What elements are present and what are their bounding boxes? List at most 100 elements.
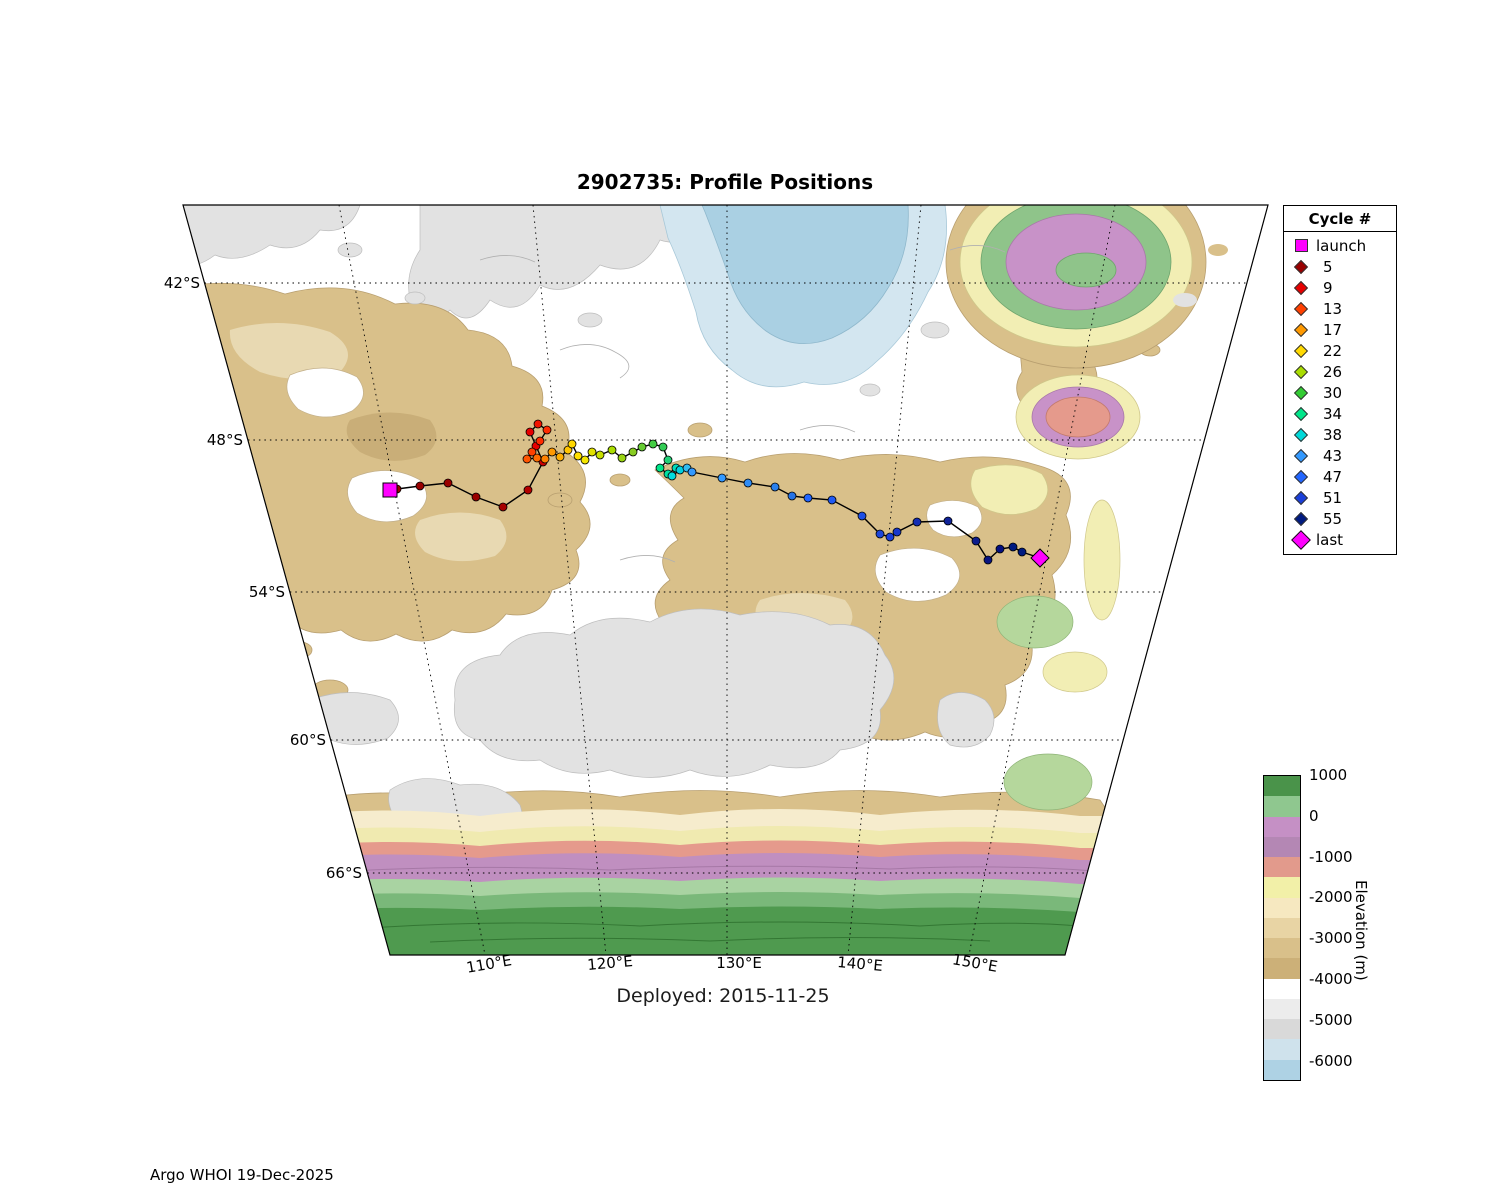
legend-label: 47 [1323, 467, 1343, 486]
map-border [182, 204, 1269, 956]
legend-marker-55 [1293, 511, 1309, 526]
profile-marker [522, 454, 532, 464]
legend-label: launch [1316, 236, 1367, 255]
legend-label: 55 [1323, 509, 1343, 528]
lat-label-54s: 54°S [248, 583, 285, 601]
legend-label: 9 [1323, 278, 1333, 297]
legend-label: 13 [1323, 299, 1343, 318]
legend-row-30: 30 [1284, 382, 1396, 403]
legend-label: last [1316, 530, 1344, 549]
colorbar-tick: -3000 [1309, 929, 1353, 948]
legend-row-38: 38 [1284, 424, 1396, 445]
profile-marker [523, 485, 533, 495]
cycle-legend: Cycle # launch 5 9 13 17 22 26 30 34 38 43 47 51 55 la… [1283, 205, 1397, 555]
legend-marker-26 [1293, 364, 1309, 379]
legend-label: 5 [1323, 257, 1333, 276]
profile-marker [637, 442, 647, 452]
profile-marker [1017, 547, 1027, 557]
trajectory-points [382, 419, 1050, 568]
profile-marker [803, 493, 813, 503]
attribution: Argo WHOI 19-Dec-2025 [150, 1166, 334, 1184]
legend-row-13: 13 [1284, 298, 1396, 319]
colorbar-segment [1264, 776, 1300, 797]
antarctica-bands [280, 809, 1130, 955]
profile-marker [912, 517, 922, 527]
profile-marker [885, 532, 895, 542]
legend-label: 51 [1323, 488, 1343, 507]
profile-marker [743, 478, 753, 488]
colorbar-tick: -1000 [1309, 847, 1353, 866]
lat-label-60s: 60°S [289, 731, 326, 749]
launch-marker [382, 482, 398, 498]
colorbar-tick: 1000 [1309, 766, 1348, 784]
legend-marker-17 [1293, 322, 1309, 337]
float-trajectory [382, 419, 1050, 568]
profile-marker [580, 455, 590, 465]
legend-row-5: 5 [1284, 256, 1396, 277]
profile-marker [527, 447, 537, 457]
legend-marker-22 [1293, 343, 1309, 358]
colorbar-axis-label: Elevation (m) [1352, 879, 1370, 981]
deployment-date: Deployed: 2015-11-25 [616, 985, 830, 1007]
legend-row-55: 55 [1284, 508, 1396, 529]
profile-marker [663, 455, 673, 465]
colorbar-segment [1264, 1019, 1300, 1040]
lat-label-66s: 66°S [325, 864, 362, 882]
profile-marker [875, 529, 885, 539]
seamount-rings [1015, 374, 1141, 460]
colorbar-segment [1264, 836, 1300, 858]
legend-row-51: 51 [1284, 487, 1396, 508]
profile-marker [995, 544, 1005, 554]
profile-marker [717, 473, 727, 483]
colorbar-tick: -6000 [1309, 1051, 1353, 1070]
colorbar-segment [1264, 917, 1300, 939]
blue-trench [659, 205, 947, 388]
colorbar-tick: -2000 [1309, 888, 1353, 907]
profile-marker [687, 467, 697, 477]
legend-label: 17 [1323, 320, 1343, 339]
contour-squiggles [479, 245, 1006, 563]
page-title: 2902735: Profile Positions [576, 170, 874, 194]
colorbar-segment [1264, 1039, 1300, 1060]
profile-marker [892, 527, 902, 537]
legend-row-17: 17 [1284, 319, 1396, 340]
colorbar-segment [1264, 1059, 1300, 1080]
colorbar-tick-labels: 1000 0 -1000 -2000 -3000 -4000 -5000 -6000 [1309, 766, 1399, 1081]
profile-marker [542, 425, 552, 435]
legend-marker-last [1291, 529, 1311, 550]
profile-marker [443, 478, 453, 488]
profile-marker [857, 511, 867, 521]
colorbar-tick: 0 [1309, 806, 1319, 825]
colorbar-segment [1264, 796, 1300, 817]
legend-label: 38 [1323, 425, 1343, 444]
colorbar-segment [1264, 998, 1300, 1020]
tasmania-rings [945, 205, 1228, 369]
profile-marker [547, 447, 557, 457]
colorbar-tick: -5000 [1309, 1010, 1353, 1029]
profile-marker [667, 471, 677, 481]
legend-row-43: 43 [1284, 445, 1396, 466]
last-marker [1030, 548, 1050, 568]
profile-marker [1008, 542, 1018, 552]
lon-label-130e: 130°E [716, 954, 762, 972]
colorbar-segment [1264, 877, 1300, 898]
legend-marker-34 [1293, 406, 1309, 421]
legend-marker-47 [1293, 469, 1309, 484]
colorbar-segment [1264, 897, 1300, 918]
profile-marker [983, 555, 993, 565]
legend-row-launch: launch [1284, 235, 1396, 256]
profile-marker [533, 419, 543, 429]
legend-row-47: 47 [1284, 466, 1396, 487]
legend-marker-38 [1293, 427, 1309, 442]
colorbar-segment [1264, 938, 1300, 959]
profile-marker [540, 454, 550, 464]
lat-label-48s: 48°S [206, 431, 243, 449]
profile-marker [971, 536, 981, 546]
legend-entries: launch 5 9 13 17 22 26 30 34 38 43 47 51 55 last [1284, 235, 1396, 550]
legend-label: 30 [1323, 383, 1343, 402]
profile-marker [648, 439, 658, 449]
colorbar-segment [1264, 958, 1300, 979]
legend-row-last: last [1284, 529, 1396, 550]
legend-row-34: 34 [1284, 403, 1396, 424]
